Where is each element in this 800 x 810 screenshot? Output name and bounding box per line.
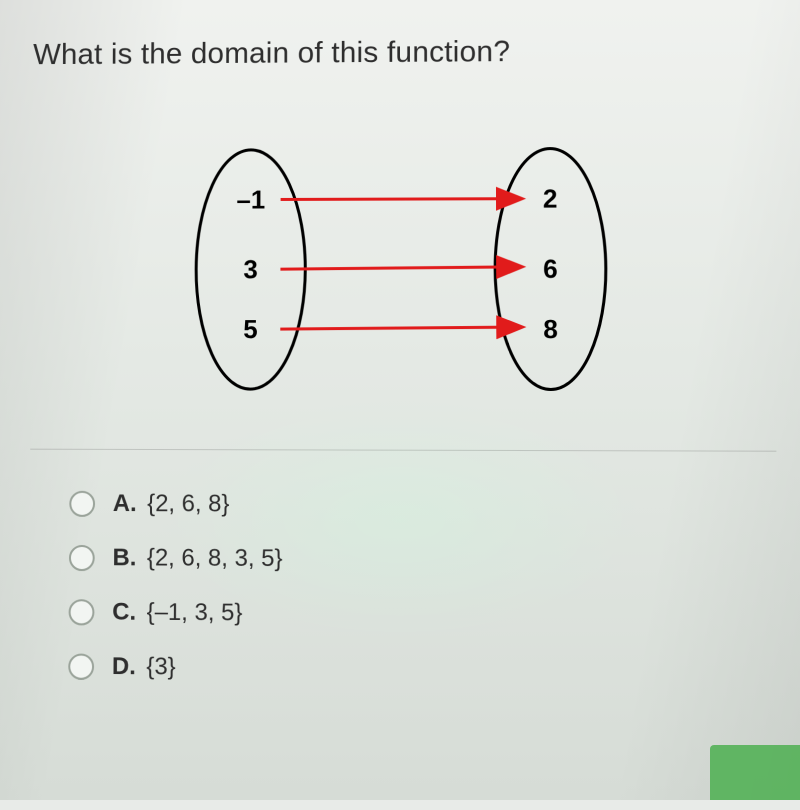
- mapping-diagram: –1 3 5 2 6 8: [181, 128, 622, 410]
- question-text: What is the domain of this function?: [33, 33, 774, 72]
- answer-option-d[interactable]: D. {3}: [68, 652, 778, 686]
- answer-text: A. {2, 6, 8}: [113, 490, 230, 519]
- mapping-diagram-container: –1 3 5 2 6 8: [31, 128, 777, 411]
- answer-value: {2, 6, 8, 3, 5}: [147, 544, 283, 572]
- answer-value: {3}: [146, 653, 175, 681]
- answer-text: D. {3}: [112, 653, 176, 682]
- answer-text: B. {2, 6, 8, 3, 5}: [112, 544, 282, 573]
- svg-text:6: 6: [543, 256, 558, 284]
- answer-option-a[interactable]: A. {2, 6, 8}: [69, 490, 777, 521]
- mapping-svg: –1 3 5 2 6 8: [181, 128, 622, 410]
- answer-letter: C.: [112, 598, 136, 625]
- svg-text:2: 2: [543, 185, 558, 213]
- answer-letter: B.: [112, 544, 136, 571]
- answer-letter: A.: [113, 490, 137, 517]
- answer-option-b[interactable]: B. {2, 6, 8, 3, 5}: [69, 544, 777, 576]
- svg-text:–1: –1: [236, 186, 265, 214]
- answer-text: C. {–1, 3, 5}: [112, 598, 242, 627]
- section-divider: [30, 449, 776, 452]
- answer-option-c[interactable]: C. {–1, 3, 5}: [69, 598, 778, 631]
- submit-button[interactable]: SU: [710, 745, 800, 800]
- svg-text:3: 3: [243, 256, 257, 284]
- radio-icon[interactable]: [69, 491, 95, 517]
- radio-icon[interactable]: [68, 653, 94, 679]
- answer-value: {–1, 3, 5}: [147, 599, 243, 627]
- svg-text:8: 8: [543, 316, 558, 344]
- radio-icon[interactable]: [69, 545, 95, 571]
- radio-icon[interactable]: [69, 599, 95, 625]
- svg-text:5: 5: [243, 316, 257, 344]
- answer-list: A. {2, 6, 8} B. {2, 6, 8, 3, 5} C. {–1, …: [29, 490, 779, 687]
- answer-value: {2, 6, 8}: [147, 490, 229, 517]
- answer-letter: D.: [112, 653, 136, 680]
